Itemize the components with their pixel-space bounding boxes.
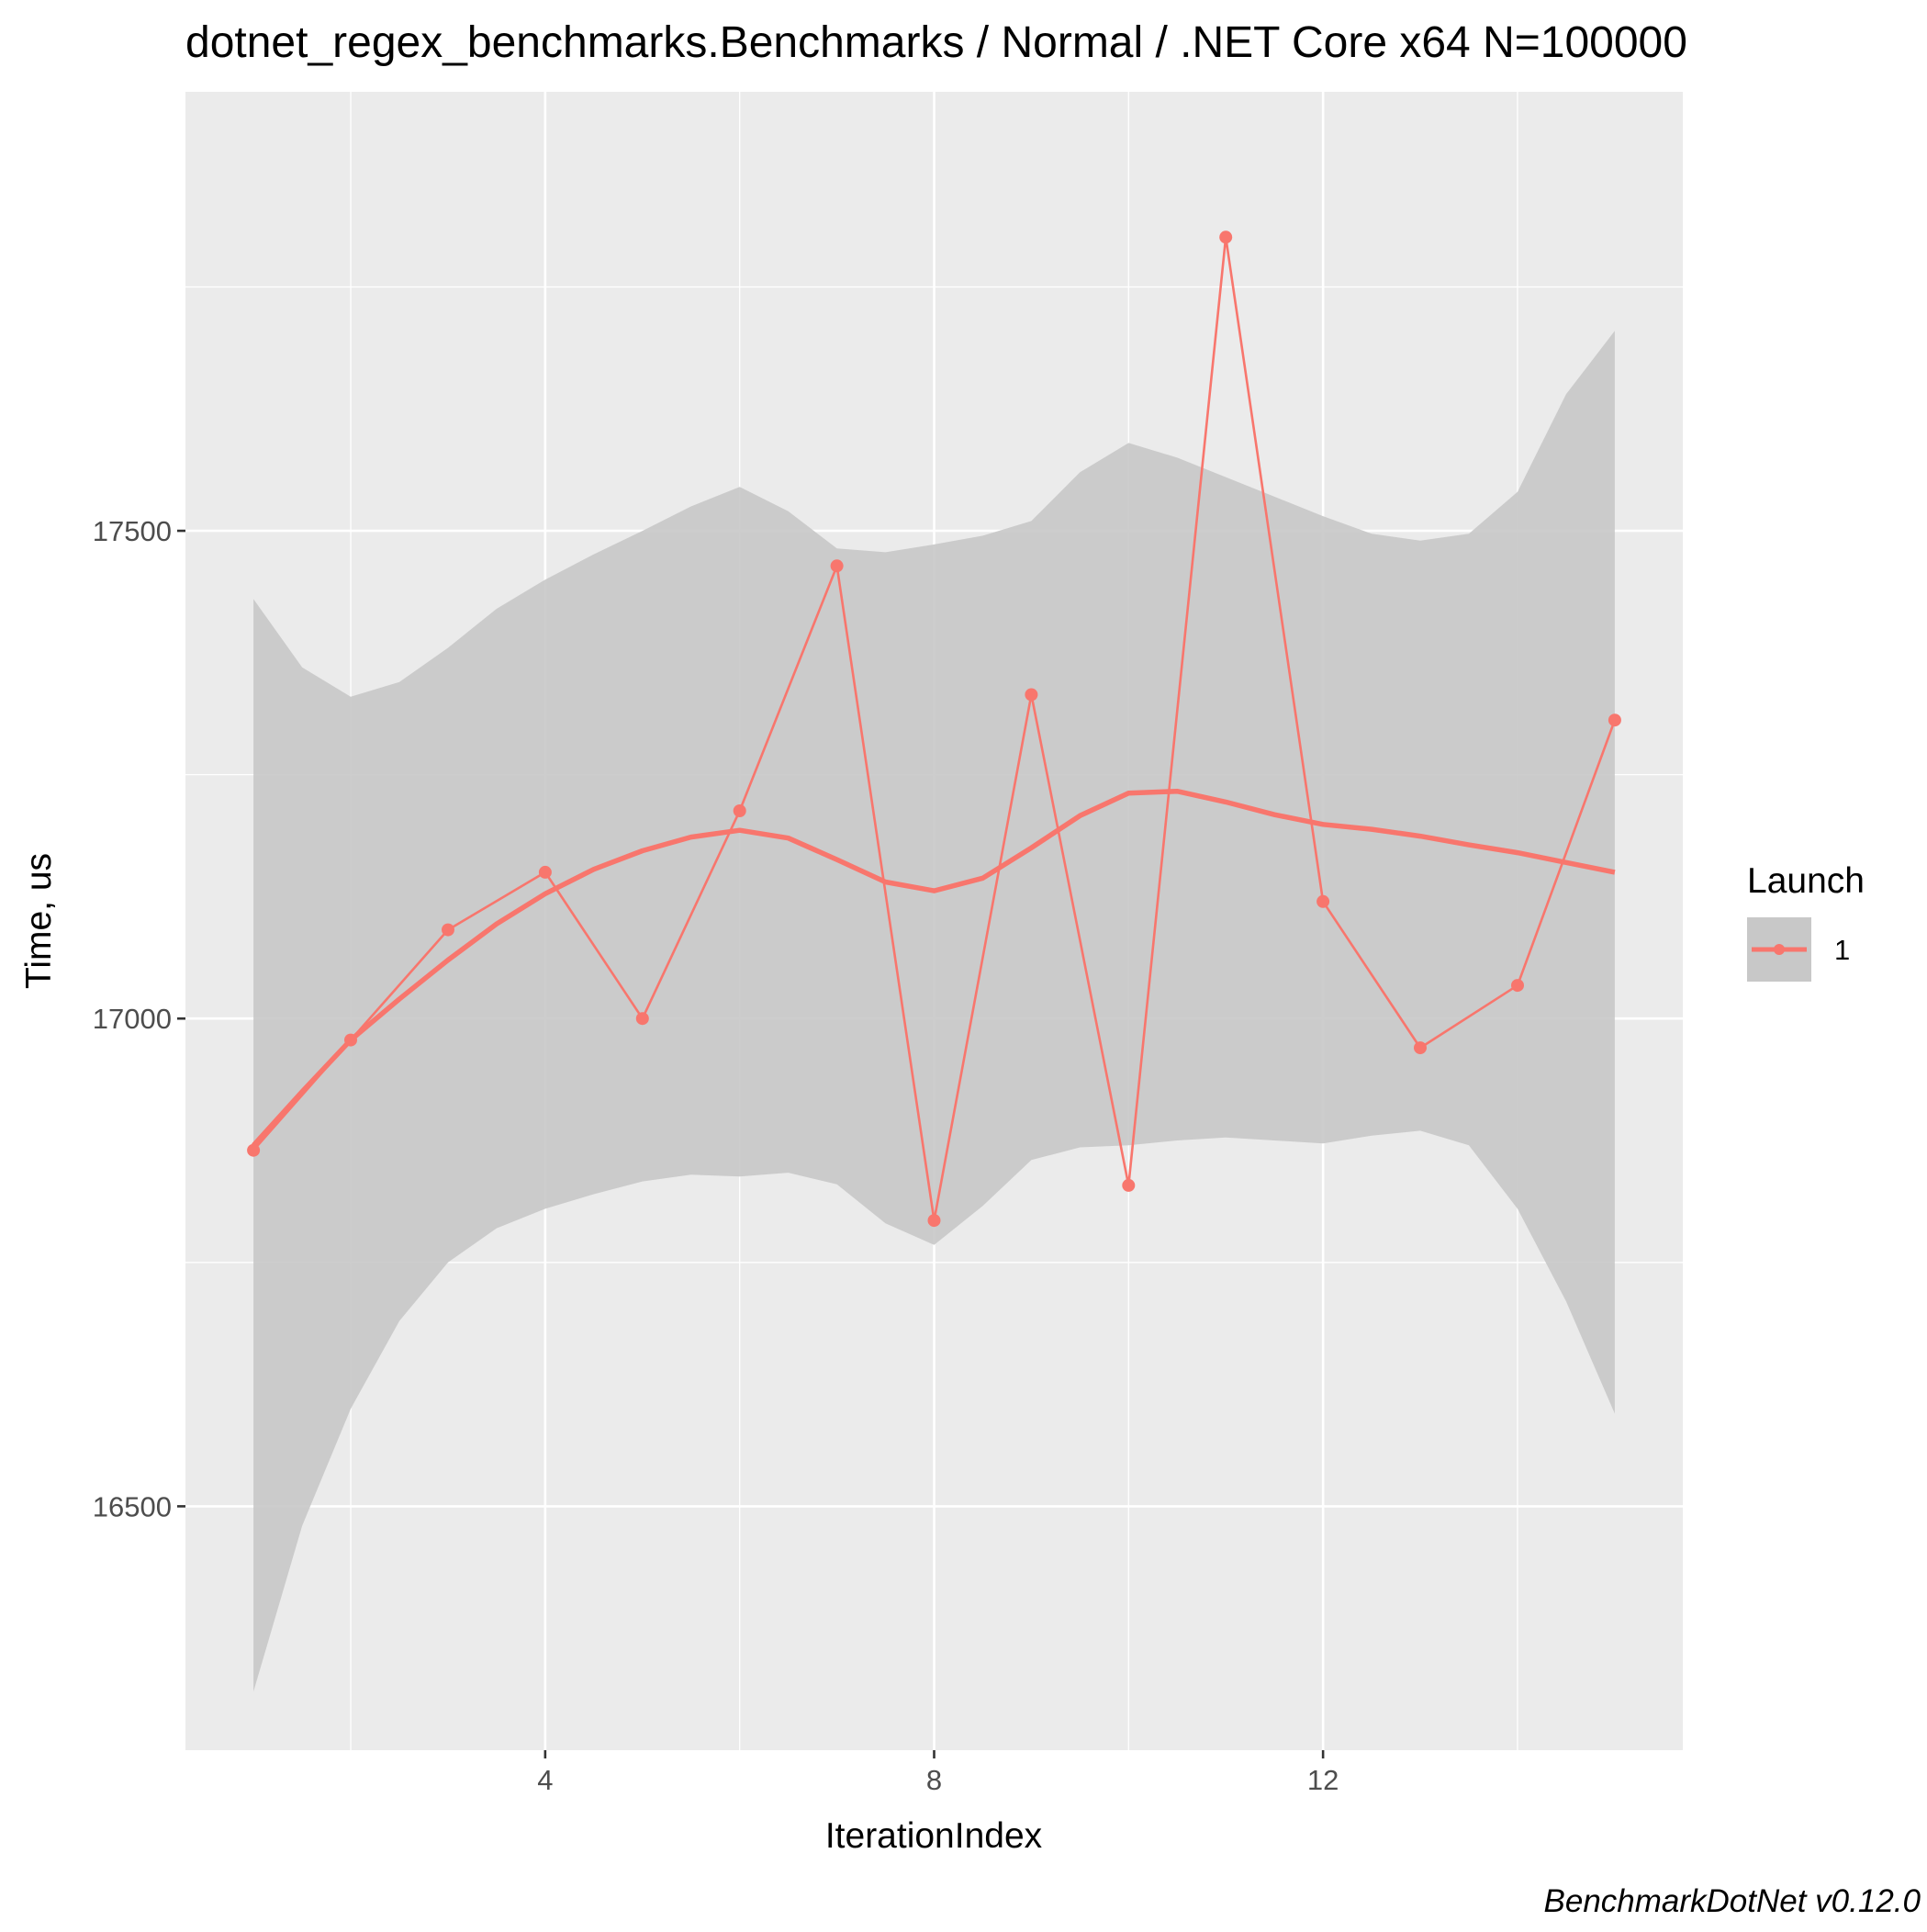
y-tick-label: 17000 [93,1003,172,1035]
data-point [1025,688,1038,702]
data-point [1122,1178,1136,1192]
x-tick-label: 4 [537,1764,553,1796]
data-point [1414,1041,1427,1055]
data-point [344,1033,357,1047]
data-point [927,1214,941,1228]
confidence-ribbon [253,331,1615,1692]
x-axis-title: IterationIndex [825,1816,1043,1856]
legend-key-point [1774,944,1785,955]
data-points [247,230,1621,1228]
data-point [1511,979,1524,993]
smooth-trend-line [252,788,1616,1148]
data-point [1316,894,1330,908]
data-point [247,1143,261,1157]
legend: Launch 1 [1747,861,1865,982]
data-point [1219,230,1233,244]
x-tick-label: 12 [1307,1764,1339,1796]
data-point [1608,713,1621,727]
y-tick-label: 17500 [93,515,172,547]
data-point [733,804,746,817]
chart-caption: BenchmarkDotNet v0.12.0 [1544,1883,1921,1919]
data-point [442,923,454,937]
legend-label: 1 [1834,934,1850,966]
data-point [538,865,552,879]
legend-title: Launch [1747,861,1865,901]
data-point [635,1012,649,1026]
y-axis-title: Time, us [19,853,59,989]
chart-title: dotnet_regex_benchmarks.Benchmarks / Nor… [185,18,1687,67]
data-point [830,559,844,573]
x-axis-ticks: 4 8 12 [537,1750,1339,1796]
y-axis-ticks: 16500 17000 17500 [93,515,185,1522]
y-tick-label: 16500 [93,1490,172,1522]
x-tick-label: 8 [926,1764,942,1796]
